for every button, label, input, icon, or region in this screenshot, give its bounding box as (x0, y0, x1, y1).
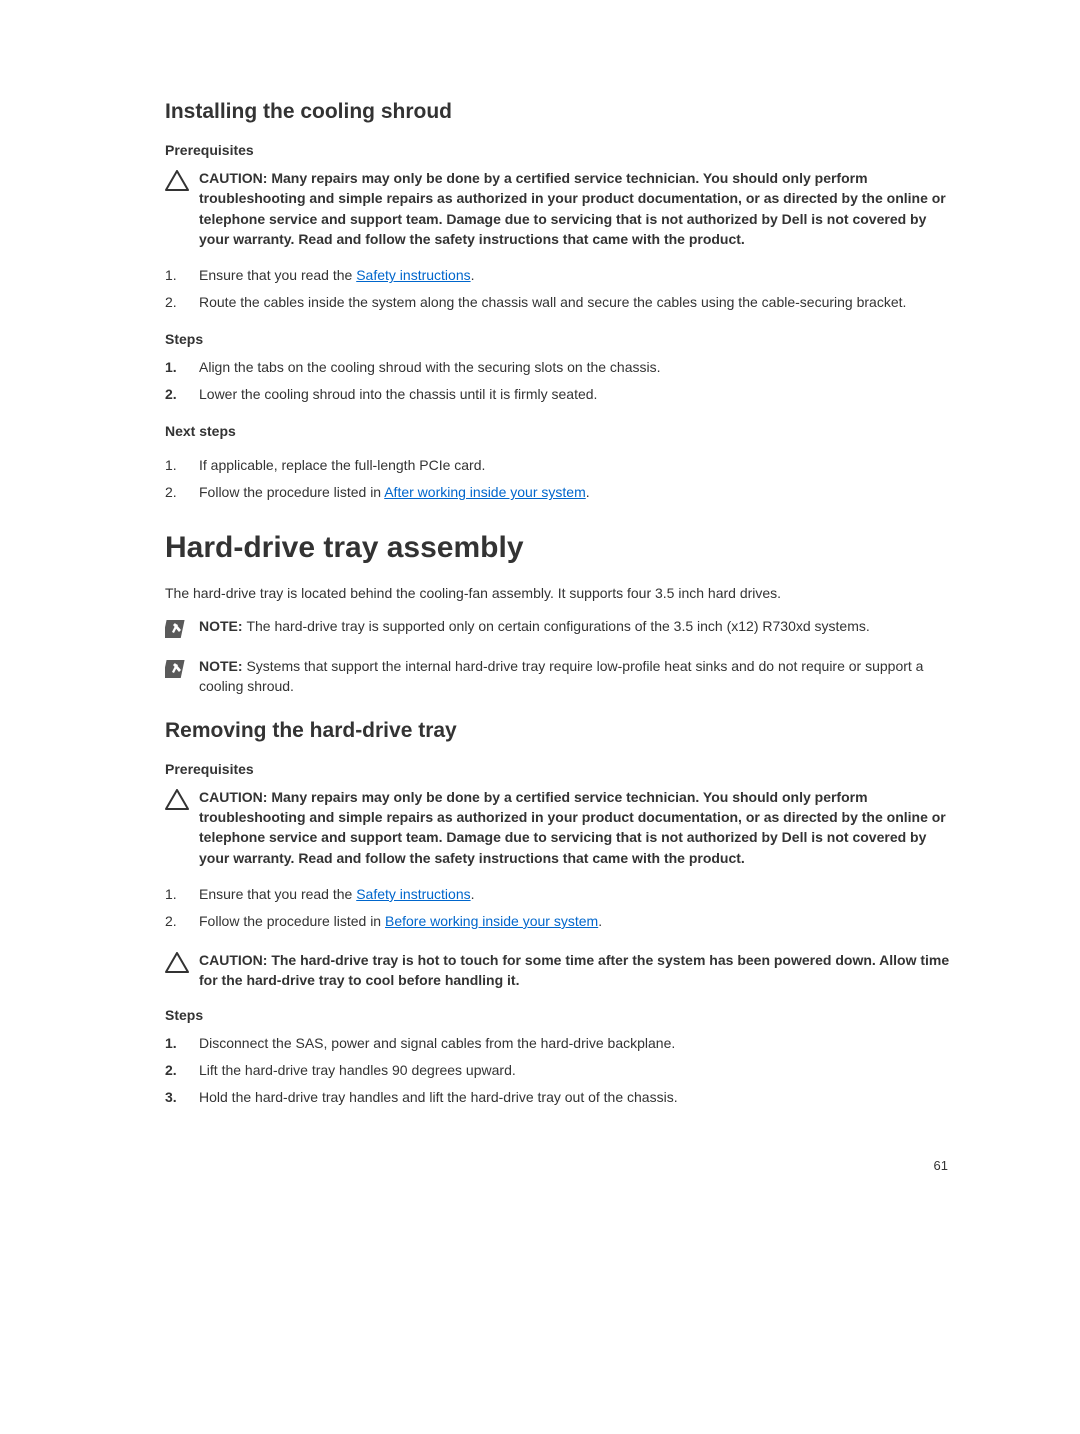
heading-hard-drive-tray-assembly: Hard-drive tray assembly (165, 531, 950, 565)
document-page: Installing the cooling shroud Prerequisi… (0, 0, 1080, 1213)
steps-list: Disconnect the SAS, power and signal cab… (165, 1033, 950, 1108)
intro-paragraph: The hard-drive tray is located behind th… (165, 583, 950, 604)
caution-block: CAUTION: Many repairs may only be done b… (165, 168, 950, 249)
caution-text: CAUTION: The hard-drive tray is hot to t… (199, 950, 950, 991)
caution-icon (165, 170, 189, 192)
prerequisites-list: Ensure that you read the Safety instruct… (165, 265, 950, 313)
note-text: NOTE: The hard-drive tray is supported o… (199, 616, 950, 636)
next-steps-list: If applicable, replace the full-length P… (165, 455, 950, 503)
list-item: Lift the hard-drive tray handles 90 degr… (165, 1060, 950, 1081)
label-prerequisites: Prerequisites (165, 761, 950, 777)
link-before-working-inside[interactable]: Before working inside your system (385, 913, 598, 929)
list-item: Ensure that you read the Safety instruct… (165, 265, 950, 286)
caution-text: CAUTION: Many repairs may only be done b… (199, 168, 950, 249)
list-item: Disconnect the SAS, power and signal cab… (165, 1033, 950, 1054)
caution-text: CAUTION: Many repairs may only be done b… (199, 787, 950, 868)
label-next-steps: Next steps (165, 423, 950, 439)
note-block: NOTE: The hard-drive tray is supported o… (165, 616, 950, 640)
page-number: 61 (165, 1158, 950, 1173)
link-safety-instructions[interactable]: Safety instructions (356, 267, 470, 283)
note-block: NOTE: Systems that support the internal … (165, 656, 950, 697)
heading-installing-cooling-shroud: Installing the cooling shroud (165, 100, 950, 124)
list-item: If applicable, replace the full-length P… (165, 455, 950, 476)
note-text: NOTE: Systems that support the internal … (199, 656, 950, 697)
caution-block: CAUTION: Many repairs may only be done b… (165, 787, 950, 868)
list-item: Hold the hard-drive tray handles and lif… (165, 1087, 950, 1108)
note-icon (165, 618, 189, 640)
link-safety-instructions[interactable]: Safety instructions (356, 886, 470, 902)
label-prerequisites: Prerequisites (165, 142, 950, 158)
label-steps: Steps (165, 331, 950, 347)
list-item: Route the cables inside the system along… (165, 292, 950, 313)
link-after-working-inside[interactable]: After working inside your system (384, 484, 586, 500)
caution-block: CAUTION: The hard-drive tray is hot to t… (165, 950, 950, 991)
caution-icon (165, 952, 189, 974)
note-icon (165, 658, 189, 680)
list-item: Follow the procedure listed in After wor… (165, 482, 950, 503)
caution-icon (165, 789, 189, 811)
heading-removing-hard-drive-tray: Removing the hard-drive tray (165, 719, 950, 743)
list-item: Ensure that you read the Safety instruct… (165, 884, 950, 905)
prerequisites-list: Ensure that you read the Safety instruct… (165, 884, 950, 932)
list-item: Follow the procedure listed in Before wo… (165, 911, 950, 932)
list-item: Lower the cooling shroud into the chassi… (165, 384, 950, 405)
label-steps: Steps (165, 1007, 950, 1023)
list-item: Align the tabs on the cooling shroud wit… (165, 357, 950, 378)
steps-list: Align the tabs on the cooling shroud wit… (165, 357, 950, 405)
